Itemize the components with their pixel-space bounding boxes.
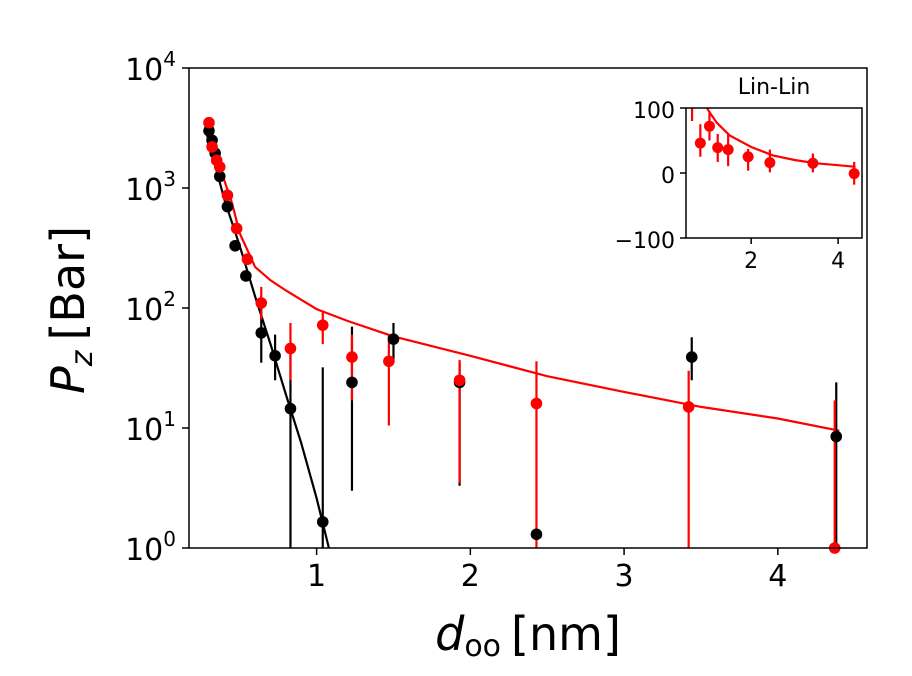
main-black-data-point — [284, 402, 297, 415]
main-black-data-point — [269, 349, 281, 362]
tick-exponent: 2 — [163, 287, 176, 311]
inset-x-tick-label: 2 — [744, 249, 758, 274]
y-axis-label-subscript: z — [65, 349, 100, 367]
inset-red-data-point — [722, 144, 734, 156]
main-red-data-point — [383, 355, 395, 368]
y-axis-label-unit: [Bar] — [41, 226, 95, 341]
inset-red-data-point — [703, 120, 715, 132]
tick-base: 10 — [125, 413, 163, 448]
inset-red-data-point — [848, 168, 860, 180]
inset-y-tick-label: 100 — [633, 99, 675, 124]
main-red-data-point — [221, 189, 234, 202]
tick-base: 10 — [125, 533, 163, 568]
inset-background — [686, 108, 862, 238]
main-black-data-point — [240, 270, 252, 282]
main-red-data-point — [241, 253, 254, 266]
tick-exponent: 4 — [163, 47, 176, 71]
inset-x-tick-label: 4 — [831, 249, 845, 274]
main-black-data-point — [255, 327, 268, 339]
tick-base: 10 — [125, 293, 163, 328]
main-data-points — [203, 116, 843, 554]
main-red-data-point — [230, 222, 243, 235]
main-black-data-point — [213, 170, 226, 183]
main-black-data-point — [530, 528, 543, 541]
main-x-tick-label: 4 — [768, 559, 787, 594]
main-red-data-point — [346, 351, 358, 363]
main-black-data-point — [203, 124, 215, 137]
inset-red-data-point — [712, 142, 724, 154]
main-y-tick-label: 104 — [125, 47, 176, 88]
main-black-data-point — [830, 430, 843, 443]
main-black-data-point — [316, 516, 329, 528]
main-red-data-point — [453, 374, 466, 387]
main-black-data-point — [387, 333, 400, 345]
tick-base: 10 — [125, 173, 163, 208]
inset-red-data-point — [807, 157, 819, 169]
inset-title: Lin-Lin — [738, 75, 811, 100]
main-x-tick-label: 3 — [615, 559, 634, 594]
main-red-data-point — [316, 319, 329, 331]
tick-base: 10 — [125, 53, 163, 88]
inset-y-tick-label: −100 — [615, 229, 675, 254]
main-black-data-point — [685, 351, 698, 363]
inset-data-points — [694, 120, 860, 180]
inset-fit-lines — [706, 108, 856, 168]
x-axis-label-unit: [nm] — [511, 607, 621, 661]
main-black-fit-line — [204, 130, 330, 548]
main-x-axis: 1 2 3 4 — [307, 548, 787, 594]
main-red-data-point — [255, 297, 268, 309]
x-axis-label-symbol: d — [435, 607, 465, 661]
tick-exponent: 1 — [163, 407, 176, 431]
main-red-data-point — [682, 401, 695, 413]
inset-y-tick-label: 0 — [661, 164, 675, 189]
main-red-data-point — [213, 161, 226, 173]
inset-y-axis: −100 0 100 — [615, 99, 686, 254]
main-y-tick-label: 101 — [125, 407, 176, 448]
tick-exponent: 3 — [163, 167, 176, 191]
main-x-tick-label: 2 — [461, 559, 480, 594]
x-axis-label-subscript: oo — [464, 629, 501, 664]
y-axis-label: Pz [Bar] — [41, 226, 100, 394]
x-axis-label: doo [nm] — [435, 607, 621, 664]
main-y-tick-label: 100 — [125, 527, 176, 568]
main-red-data-point — [284, 342, 297, 355]
inset-red-data-point — [694, 137, 706, 149]
inset-red-data-point — [742, 151, 754, 163]
main-red-data-point — [530, 397, 543, 410]
main-y-tick-label: 103 — [125, 167, 176, 208]
main-black-data-point — [346, 376, 358, 389]
main-y-tick-label: 102 — [125, 287, 176, 328]
main-black-data-point — [229, 239, 241, 252]
inset-red-fit-line — [706, 108, 856, 168]
tick-exponent: 0 — [163, 527, 176, 551]
main-x-tick-label: 1 — [307, 559, 326, 594]
y-axis-label-symbol: P — [41, 366, 95, 394]
main-red-data-point — [206, 141, 218, 153]
inset-red-data-point — [764, 157, 776, 169]
main-black-data-point — [221, 200, 234, 213]
main-red-data-point — [203, 116, 215, 129]
